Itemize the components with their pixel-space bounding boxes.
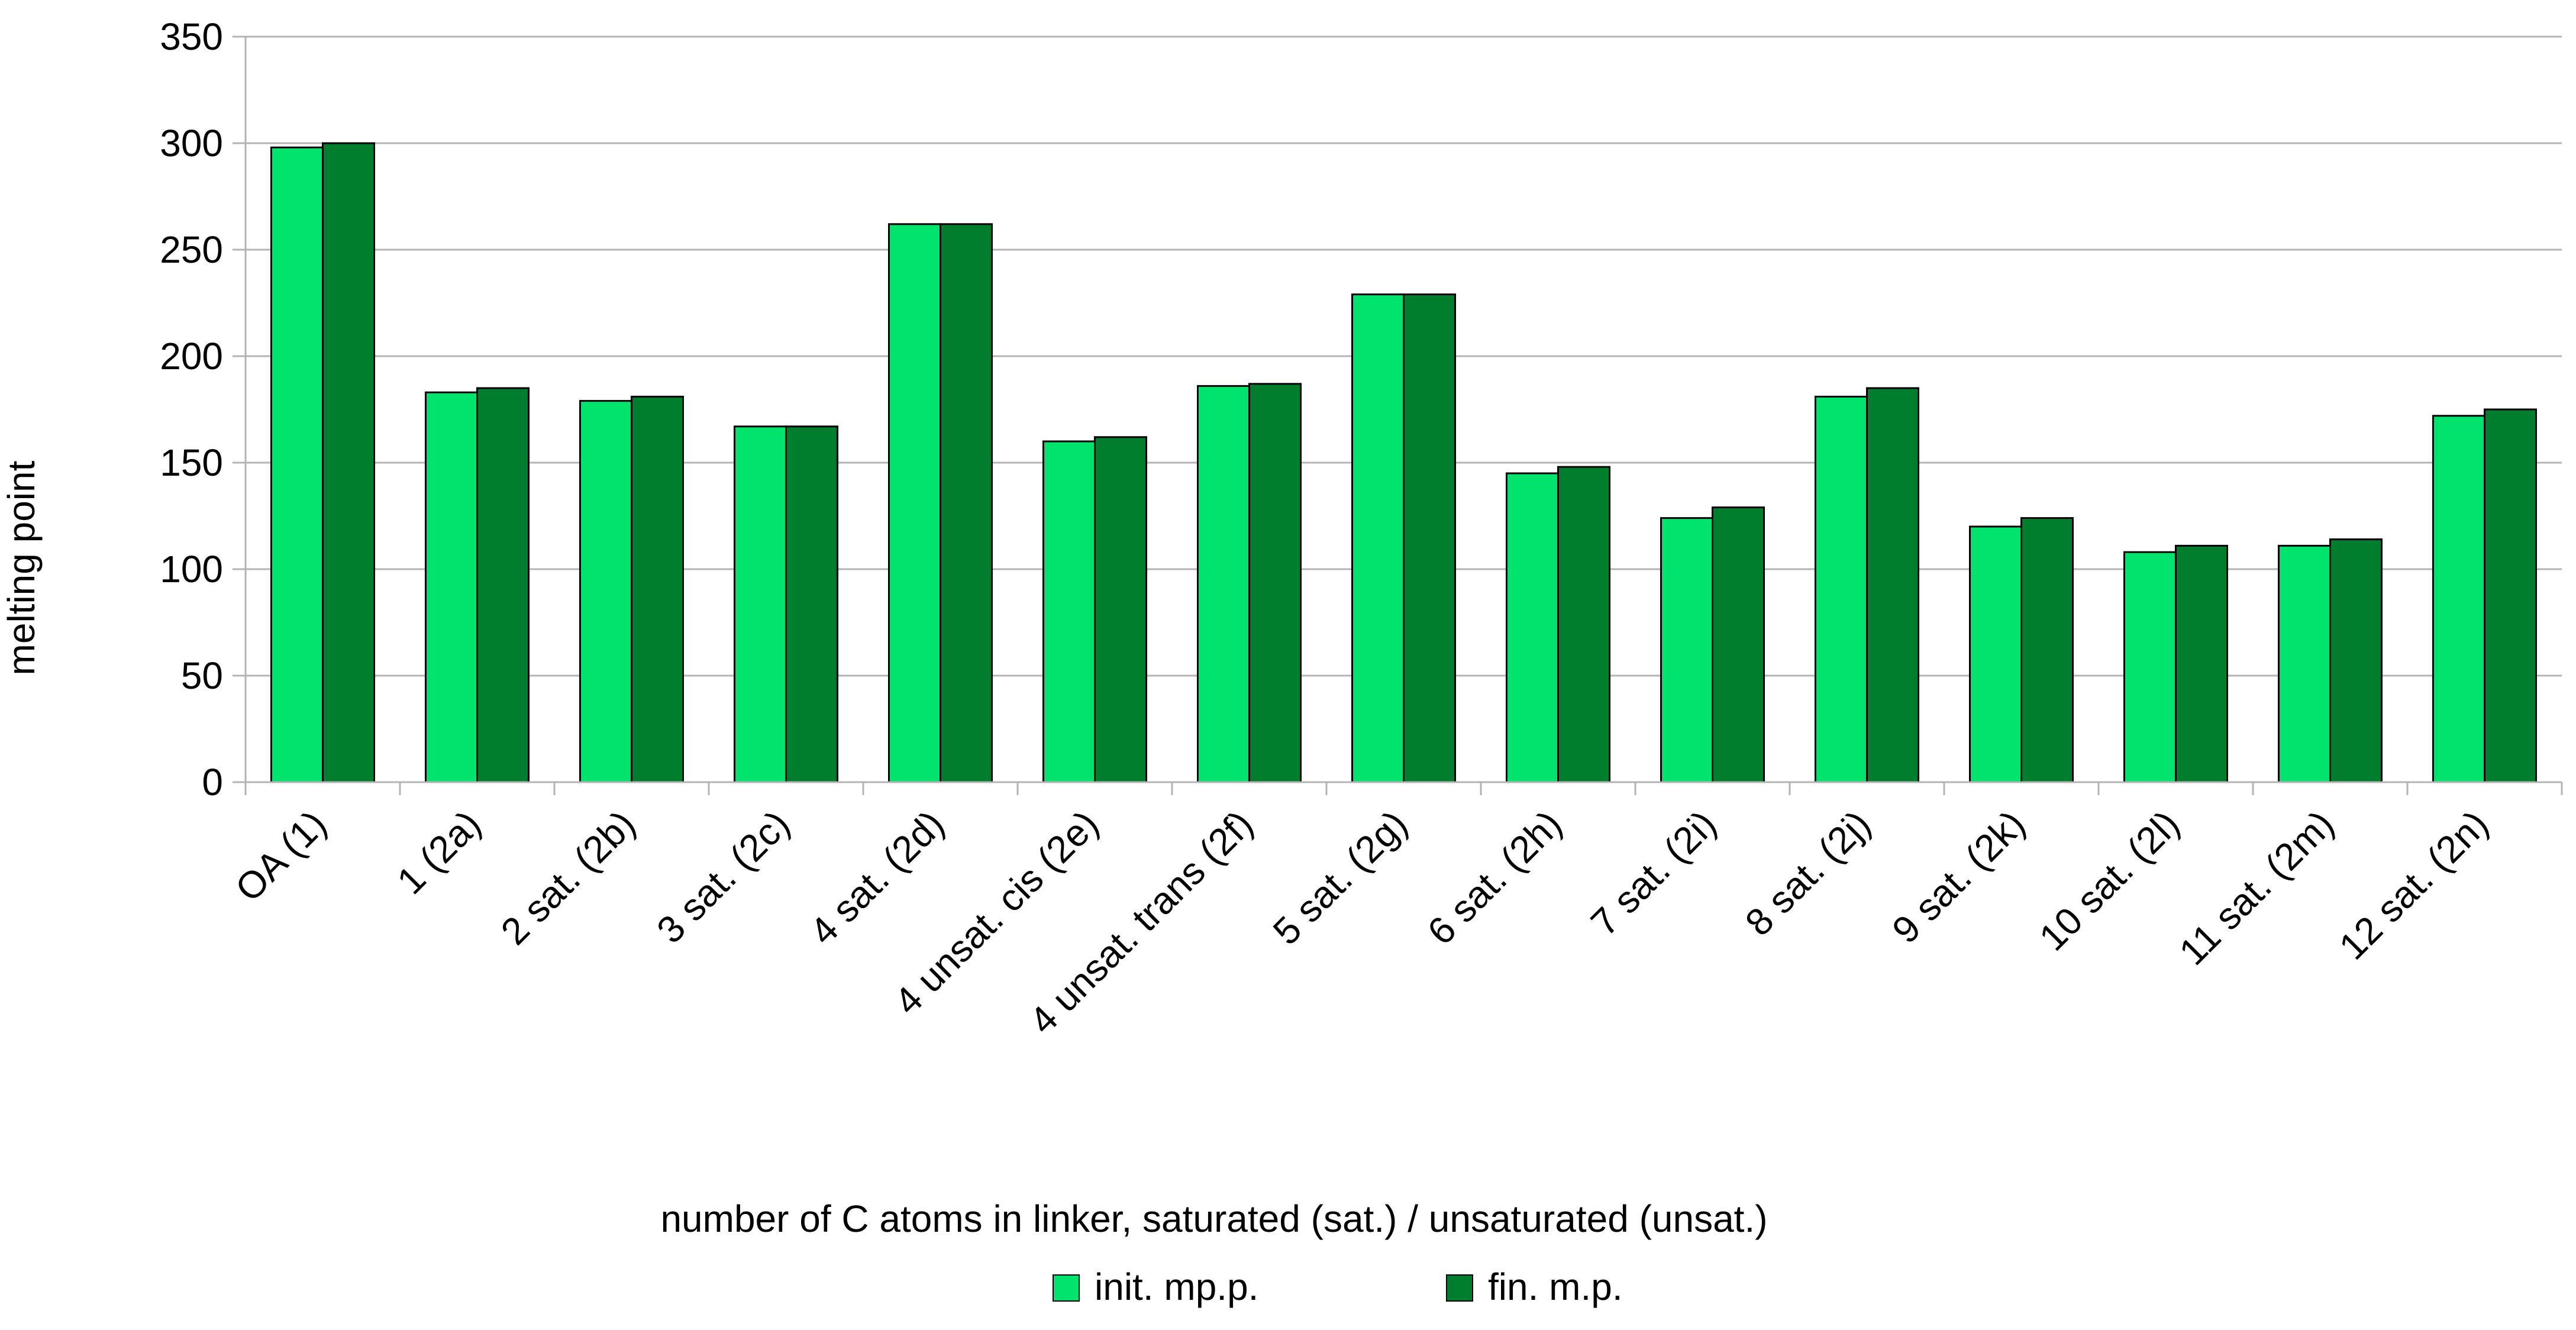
y-tick-label: 300 <box>160 122 223 164</box>
category-label: 9 sat. (2k) <box>1884 802 2033 951</box>
category-label: 12 sat. (2n) <box>2331 802 2497 968</box>
bar-fin-12 <box>2175 544 2228 783</box>
legend-label-fin: fin. m.p. <box>1488 1266 1623 1308</box>
y-tick-label: 50 <box>181 654 223 697</box>
bar-init-12 <box>2123 551 2177 783</box>
bar-fin-9 <box>1712 506 1765 783</box>
legend-swatch-init <box>1053 1274 1080 1302</box>
bar-fin-8 <box>1557 466 1610 783</box>
bar-fin-0 <box>322 142 375 783</box>
x-axis-title: number of C atoms in linker, saturated (… <box>660 1197 1767 1240</box>
y-tick-label: 150 <box>160 441 223 484</box>
bar-fin-11 <box>2020 517 2074 783</box>
bar-init-3 <box>734 425 787 783</box>
y-tick-labels: 0 50 100 150 200 250 300 350 <box>160 15 223 803</box>
bar-fin-3 <box>785 425 838 783</box>
bar-fin-1 <box>476 387 530 783</box>
bar-init-7 <box>1351 293 1405 783</box>
category-label: 4 sat. (2d) <box>802 802 953 953</box>
bar-init-10 <box>1815 395 1868 783</box>
bar-init-9 <box>1660 517 1713 783</box>
y-tick-label: 100 <box>160 548 223 590</box>
y-tick-label: 350 <box>160 15 223 58</box>
bar-fin-4 <box>940 223 993 783</box>
bar-init-5 <box>1042 440 1096 783</box>
y-tick-label: 0 <box>202 761 223 803</box>
bar-fin-14 <box>2484 408 2537 783</box>
y-tick-label: 250 <box>160 228 223 271</box>
bar-fin-10 <box>1866 387 1919 783</box>
y-tick-label: 200 <box>160 335 223 377</box>
bar-fin-6 <box>1248 383 1302 783</box>
category-label: 5 sat. (2g) <box>1265 802 1416 953</box>
bar-fin-5 <box>1094 436 1147 783</box>
category-label: 1 (2a) <box>389 802 489 902</box>
x-tick-labels: OA (1) 1 (2a) 2 sat. (2b) 3 sat. (2c) 4 sat.… <box>227 802 2497 1042</box>
bar-init-2 <box>579 400 632 783</box>
category-label: 6 sat. (2h) <box>1419 802 1570 953</box>
category-label: 7 sat. (2i) <box>1583 802 1725 944</box>
category-label: OA (1) <box>227 802 335 910</box>
bar-fin-7 <box>1403 293 1456 783</box>
bar-init-4 <box>888 223 941 783</box>
legend-swatch-fin <box>1446 1274 1473 1302</box>
bar-init-1 <box>425 391 478 783</box>
bar-init-11 <box>1969 525 2022 783</box>
bar-fin-2 <box>631 395 684 783</box>
category-label: 10 sat. (2l) <box>2031 802 2188 959</box>
y-axis-title: melting point <box>0 460 43 675</box>
bar-init-13 <box>2278 544 2331 783</box>
category-label: 2 sat. (2b) <box>493 802 644 953</box>
bars <box>270 142 2537 783</box>
axes <box>233 35 2563 795</box>
bar-init-6 <box>1197 385 1250 783</box>
category-label: 8 sat. (2j) <box>1737 802 1879 944</box>
category-label: 11 sat. (2m) <box>2171 802 2342 973</box>
bar-init-14 <box>2432 415 2485 783</box>
category-label: 3 sat. (2c) <box>648 802 798 951</box>
bar-init-8 <box>1506 472 1559 783</box>
bar-fin-13 <box>2329 538 2383 783</box>
bar-init-0 <box>270 146 324 783</box>
legend: init. mp.p. fin. m.p. <box>1053 1266 1623 1308</box>
legend-label-init: init. mp.p. <box>1095 1266 1258 1308</box>
